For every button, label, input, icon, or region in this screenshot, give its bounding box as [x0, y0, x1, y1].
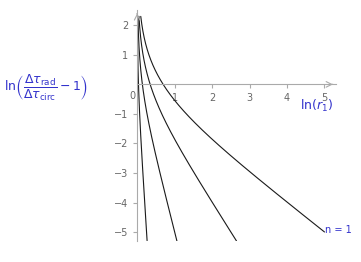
- Text: 0: 0: [130, 91, 136, 101]
- Text: $\ln\!\left(r_1\right)$: $\ln\!\left(r_1\right)$: [300, 98, 334, 114]
- Text: n = 1: n = 1: [325, 225, 352, 234]
- Text: $\ln\!\left(\dfrac{\Delta\tau_{\rm rad}}{\Delta\tau_{\rm circ}}-1\right)$: $\ln\!\left(\dfrac{\Delta\tau_{\rm rad}}…: [4, 73, 88, 103]
